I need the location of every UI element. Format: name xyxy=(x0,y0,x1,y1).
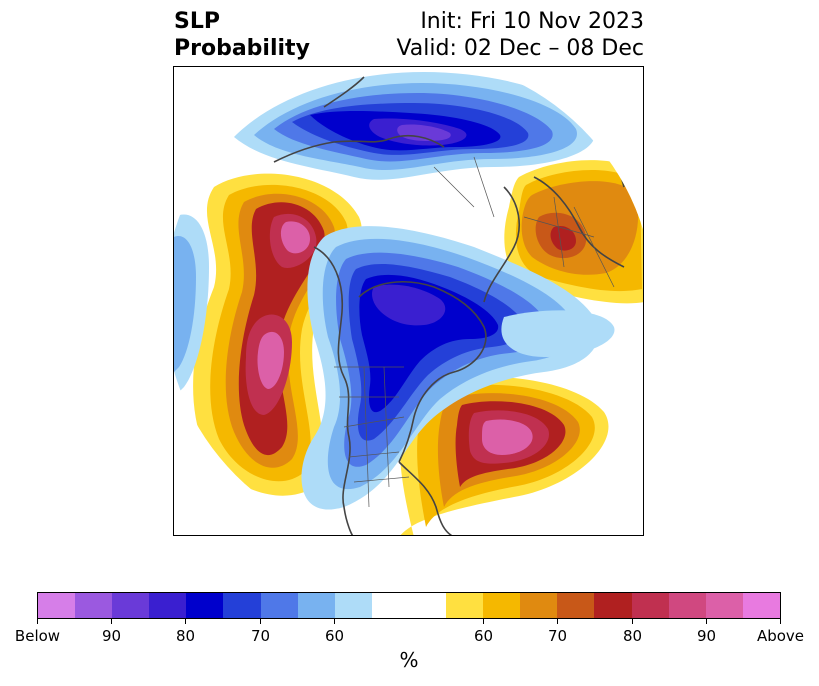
colorbar-tick-label: 70 xyxy=(547,627,568,645)
colorbar-tick xyxy=(483,619,484,624)
colorbar-tick-label: 80 xyxy=(175,627,196,645)
colorbar-tick xyxy=(334,619,335,624)
title-variable: SLP xyxy=(174,9,220,34)
colorbar-segment xyxy=(668,593,706,618)
colorbar-tick-label: 90 xyxy=(696,627,717,645)
coastlines xyxy=(273,76,625,535)
colorbar-segment xyxy=(557,593,595,618)
colorbar-segment xyxy=(446,593,484,618)
colorbar-segment xyxy=(742,593,780,618)
colorbar-tick xyxy=(37,619,38,624)
colorbar-segment xyxy=(705,593,743,618)
init-date: Init: Fri 10 Nov 2023 xyxy=(420,9,644,34)
colorbar-segment xyxy=(38,593,76,618)
colorbar-tick xyxy=(706,619,707,624)
above-anomaly-europe xyxy=(504,160,643,304)
colorbar-tick xyxy=(780,619,781,624)
colorbar-segment xyxy=(297,593,335,618)
below-anomaly-pacific-edge-inner xyxy=(174,236,196,372)
colorbar-tick xyxy=(632,619,633,624)
below-anomaly-atlantic xyxy=(501,310,615,357)
title-type: Probability xyxy=(174,36,310,61)
colorbar-tick-label: 70 xyxy=(250,627,271,645)
probability-map xyxy=(174,67,643,535)
colorbar-segment xyxy=(520,593,558,618)
below-anomaly-arctic xyxy=(301,226,599,510)
valid-range: Valid: 02 Dec – 08 Dec xyxy=(396,36,644,61)
colorbar-segment xyxy=(631,593,669,618)
colorbar-segment xyxy=(334,593,372,618)
colorbar-segment xyxy=(371,593,447,618)
colorbar-segment xyxy=(483,593,521,618)
title-left: SLP Probability xyxy=(174,8,310,62)
colorbar-segment xyxy=(186,593,224,618)
colorbar-tick-label: 60 xyxy=(473,627,494,645)
map-panel xyxy=(173,66,644,536)
colorbar-tick xyxy=(557,619,558,624)
colorbar-segment xyxy=(112,593,150,618)
colorbar-tick-label: Above xyxy=(756,627,805,645)
title-right: Init: Fri 10 Nov 2023 Valid: 02 Dec – 08… xyxy=(396,8,644,62)
colorbar-tick xyxy=(111,619,112,624)
colorbar-segment xyxy=(594,593,632,618)
colorbar-tick xyxy=(185,619,186,624)
colorbar-unit: % xyxy=(399,648,419,672)
colorbar xyxy=(37,592,781,619)
colorbar-tick-label: Below xyxy=(14,627,61,645)
colorbar-segment xyxy=(75,593,113,618)
colorbar-segment xyxy=(260,593,298,618)
above-anomaly-atlantic xyxy=(399,376,609,535)
below-anomaly-siberia xyxy=(234,72,596,180)
borders xyxy=(334,156,615,508)
colorbar-segment xyxy=(223,593,261,618)
colorbar-segment xyxy=(149,593,187,618)
colorbar-tick-label: 60 xyxy=(324,627,345,645)
colorbar-tick-label: 80 xyxy=(622,627,643,645)
colorbar-tick xyxy=(260,619,261,624)
colorbar-tick-label: 90 xyxy=(101,627,122,645)
